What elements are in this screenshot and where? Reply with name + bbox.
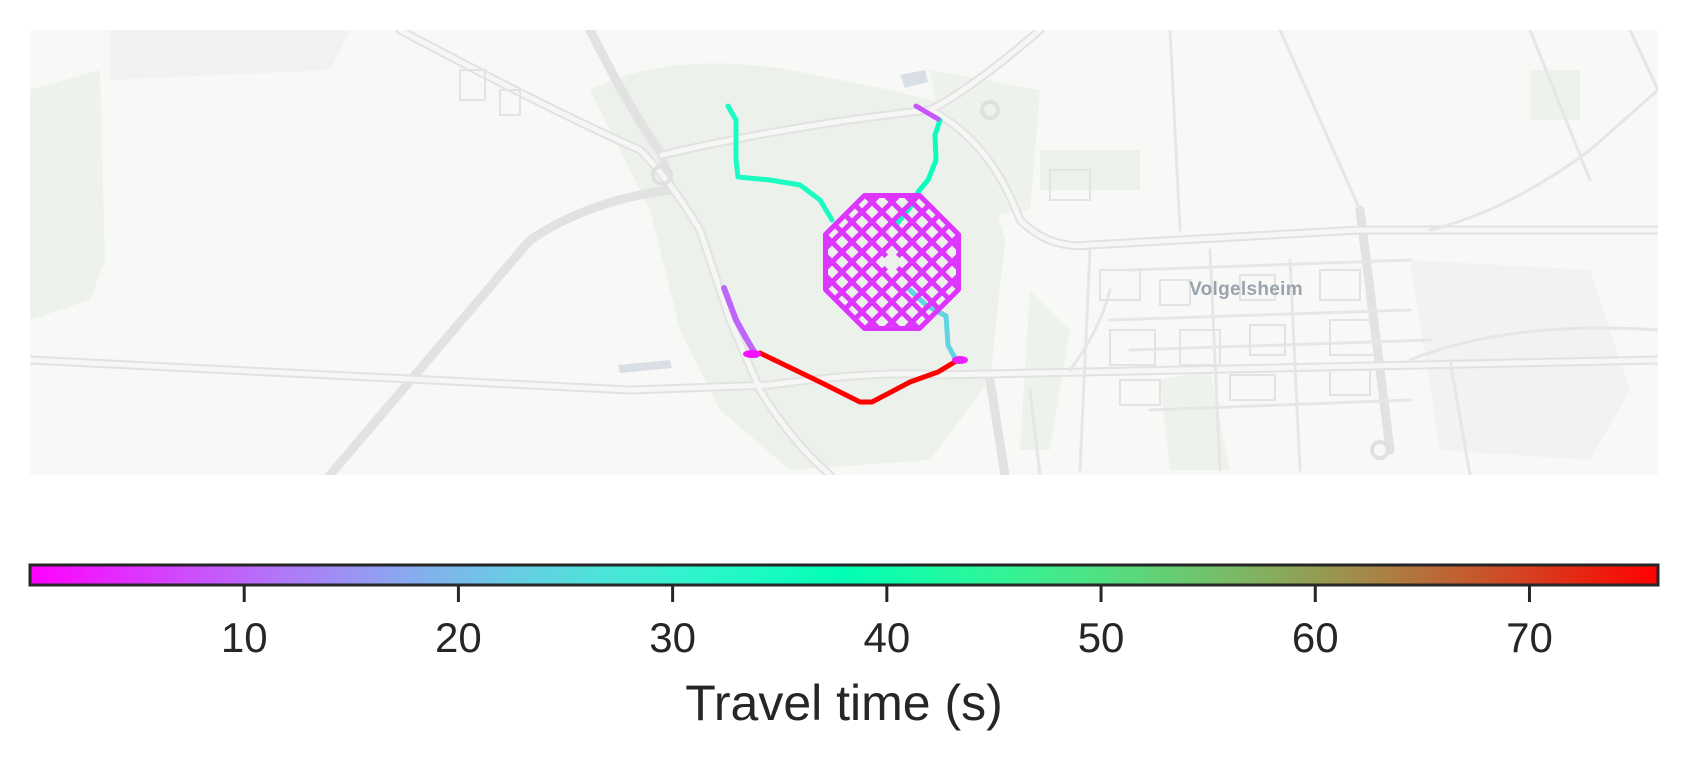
place-label-volgelsheim: Volgelsheim bbox=[1189, 279, 1303, 300]
lattice-line bbox=[825, 195, 959, 329]
colorbar-tick-label: 30 bbox=[649, 614, 696, 661]
travel-time-routes bbox=[672, 103, 1112, 405]
route-west-road[interactable] bbox=[721, 285, 759, 358]
map-panel[interactable]: Volgelsheim bbox=[30, 30, 1658, 475]
route-node-southwest bbox=[743, 350, 761, 358]
lattice-line bbox=[829, 195, 959, 329]
colorbar-ticks: 10 20 30 40 50 60 70 bbox=[221, 585, 1553, 661]
colorbar-tick-label: 70 bbox=[1506, 614, 1553, 661]
lattice-line bbox=[825, 195, 935, 329]
lattice-line bbox=[825, 195, 955, 329]
colorbar-label: Travel time (s) bbox=[685, 675, 1003, 731]
lattice-line bbox=[825, 195, 959, 329]
colorbar-tick-label: 40 bbox=[863, 614, 910, 661]
colorbar-tick-label: 50 bbox=[1078, 614, 1125, 661]
basemap-buildings bbox=[459, 69, 1376, 406]
basemap-water bbox=[618, 70, 928, 373]
lattice-line bbox=[849, 195, 959, 329]
colorbar-tick-label: 20 bbox=[435, 614, 482, 661]
route-north-west-road[interactable] bbox=[725, 103, 835, 223]
basemap-green-areas bbox=[30, 30, 1630, 470]
colorbar-tick-label: 60 bbox=[1292, 614, 1339, 661]
colorbar-frame bbox=[28, 563, 1660, 587]
route-north-east-tip[interactable] bbox=[913, 103, 941, 122]
route-east-connector[interactable] bbox=[907, 287, 959, 363]
basemap-roads bbox=[30, 30, 1658, 475]
colorbar-tick-label: 10 bbox=[221, 614, 268, 661]
route-node-southeast bbox=[952, 356, 968, 364]
route-south-road[interactable] bbox=[757, 350, 961, 405]
basemap: Volgelsheim bbox=[30, 30, 1658, 475]
colorbar-gradient bbox=[30, 565, 1658, 585]
route-roundabout-grid[interactable] bbox=[672, 162, 1112, 362]
